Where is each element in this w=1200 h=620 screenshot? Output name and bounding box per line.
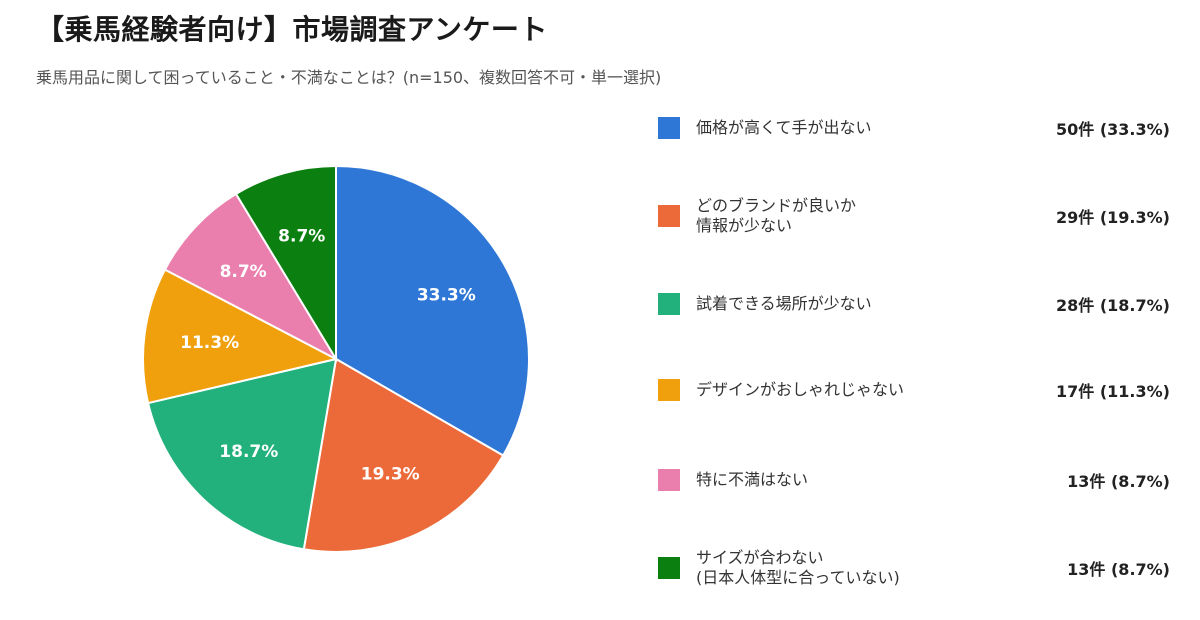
pie-slice — [142, 268, 339, 405]
legend-value: 50件 (33.3%) — [1056, 120, 1170, 139]
pie-slice — [146, 357, 338, 551]
legend-label: 試着できる場所が少ない — [696, 294, 872, 313]
legend-swatch — [658, 557, 680, 579]
page-subtitle: 乗馬用品に関して困っていること・不満なことは？(n=150、複数回答不可・単一選… — [36, 68, 662, 87]
legend-swatch — [658, 205, 680, 227]
pie-slice — [234, 164, 337, 363]
slice-label: 8.7% — [278, 226, 325, 246]
legend-swatch — [658, 117, 680, 139]
legend-value: 28件 (18.7%) — [1056, 296, 1170, 315]
slice-label: 8.7% — [220, 262, 267, 282]
legend-swatch — [658, 469, 680, 491]
pie-slice — [163, 192, 339, 362]
slice-label: 18.7% — [219, 442, 278, 462]
legend-label: どのブランドが良いか 情報が少ない — [696, 196, 857, 235]
pie-chart: 33.3% 19.3% 18.7% 11.3% 8.7% 8.7% — [142, 164, 530, 553]
legend-swatch — [658, 293, 680, 315]
pie-slice — [335, 164, 530, 457]
page-title: 【乗馬経験者向け】市場調査アンケート — [36, 13, 548, 46]
legend-item: 試着できる場所が少ない 28件 (18.7%) — [658, 276, 1170, 332]
legend-item: 価格が高くて手が出ない 50件 (33.3%) — [658, 100, 1170, 156]
slice-label: 33.3% — [417, 285, 476, 305]
legend-label: サイズが合わない (日本人体型に合っていない) — [696, 548, 900, 587]
legend-label: 特に不満はない — [696, 470, 809, 489]
legend-swatch — [658, 379, 680, 401]
legend-item: サイズが合わない (日本人体型に合っていない) 13件 (8.7%) — [658, 540, 1170, 596]
slice-label: 19.3% — [361, 464, 420, 484]
legend-value: 29件 (19.3%) — [1056, 208, 1170, 227]
legend-item: どのブランドが良いか 情報が少ない 29件 (19.3%) — [658, 188, 1170, 244]
legend-label: デザインがおしゃれじゃない — [696, 380, 905, 399]
legend-value: 17件 (11.3%) — [1056, 382, 1170, 401]
legend-item: デザインがおしゃれじゃない 17件 (11.3%) — [658, 362, 1170, 418]
legend-item: 特に不満はない 13件 (8.7%) — [658, 452, 1170, 508]
legend-value: 13件 (8.7%) — [1067, 472, 1170, 491]
pie-slice — [302, 357, 505, 553]
legend-label: 価格が高くて手が出ない — [696, 118, 872, 137]
legend-value: 13件 (8.7%) — [1067, 560, 1170, 579]
slice-label: 11.3% — [180, 333, 239, 353]
